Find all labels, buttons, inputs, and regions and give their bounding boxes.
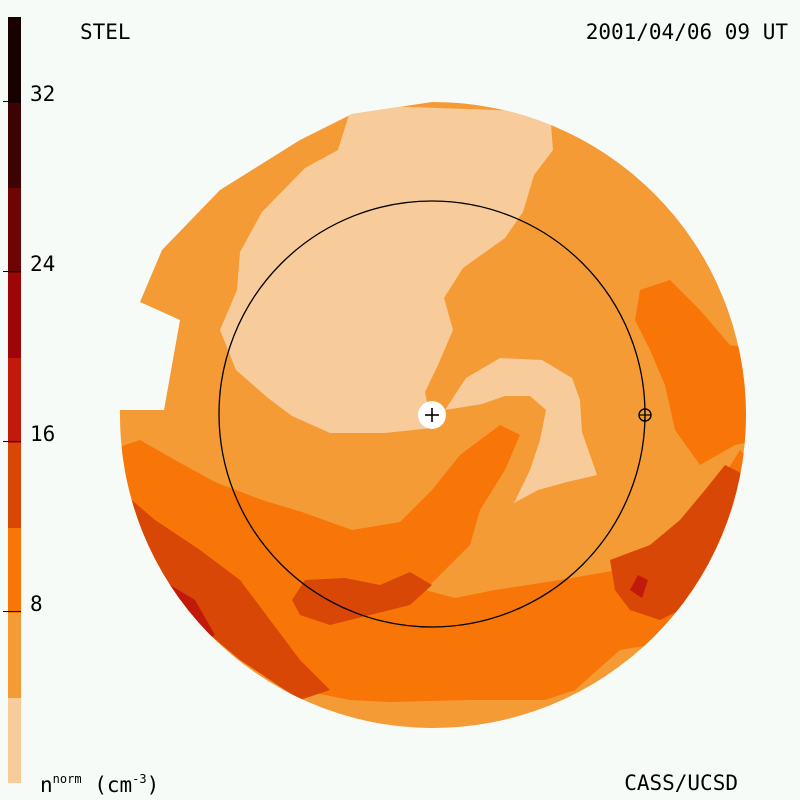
colorbar-tick-mark (3, 611, 21, 612)
density-level-16-20-southwest (170, 585, 215, 640)
density-level-12-16-south (292, 572, 432, 625)
colorbar-segment (8, 527, 21, 614)
credit-label: CASS/UCSD (624, 771, 738, 795)
colorbar-segment (8, 272, 21, 358)
colorbar-segment (8, 442, 21, 529)
colorbar-segment (8, 697, 21, 784)
density-level-12-16-southwest (120, 490, 330, 700)
unit-paren: (cm (94, 773, 133, 797)
density-level-8-12-east (635, 280, 746, 465)
unit-base: n (40, 773, 53, 797)
colorbar-segment (8, 357, 21, 444)
colorbar-tick-mark (3, 101, 21, 102)
plus-icon (418, 401, 446, 429)
unit-exponent: -3 (132, 772, 147, 786)
colorbar-tick-mark (3, 271, 21, 272)
colorbar-segment (8, 102, 21, 188)
unit-close: ) (146, 773, 160, 797)
colorbar-tick-mark (3, 441, 21, 442)
colorbar-tick-8: 8 (30, 592, 43, 616)
colorbar-segment (8, 612, 21, 699)
unit-superscript: norm (52, 772, 82, 786)
colorbar-segment (8, 187, 21, 273)
colorbar-tick-32: 32 (30, 82, 56, 106)
circle-plus-icon (638, 408, 652, 422)
density-level-16-20-east (630, 575, 648, 598)
timestamp-label: 2001/04/06 09 UT (585, 20, 788, 44)
density-level-0-4-east (445, 358, 597, 503)
unit-label: nnorm (cm-3) (40, 773, 159, 796)
observatory-label: STEL (80, 20, 131, 44)
colorbar (8, 17, 21, 784)
colorbar-tick-16: 16 (30, 422, 56, 446)
colorbar-segment (8, 17, 21, 103)
colorbar-tick-24: 24 (30, 252, 56, 276)
density-level-0-4-north (220, 105, 553, 433)
